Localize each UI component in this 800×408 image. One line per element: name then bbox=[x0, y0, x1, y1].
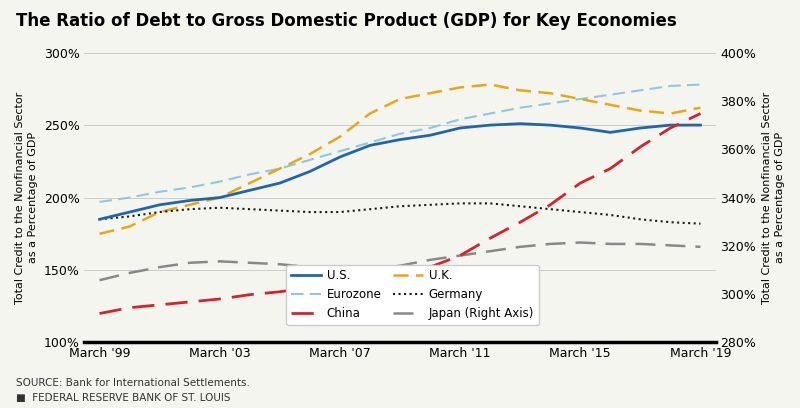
Text: The Ratio of Debt to Gross Domestic Product (GDP) for Key Economies: The Ratio of Debt to Gross Domestic Prod… bbox=[16, 12, 677, 30]
Y-axis label: Total Credit to the Nonfinancial Sector
as a Percentage of GDP: Total Credit to the Nonfinancial Sector … bbox=[762, 91, 785, 304]
Text: SOURCE: Bank for International Settlements.: SOURCE: Bank for International Settlemen… bbox=[16, 377, 250, 388]
Legend: U.S., Eurozone, China, U.K., Germany, Japan (Right Axis): U.S., Eurozone, China, U.K., Germany, Ja… bbox=[286, 265, 538, 325]
Y-axis label: Total Credit to the Nonfinancial Sector
as a Percentage of GDP: Total Credit to the Nonfinancial Sector … bbox=[15, 91, 38, 304]
Text: ■  FEDERAL RESERVE BANK OF ST. LOUIS: ■ FEDERAL RESERVE BANK OF ST. LOUIS bbox=[16, 392, 230, 403]
